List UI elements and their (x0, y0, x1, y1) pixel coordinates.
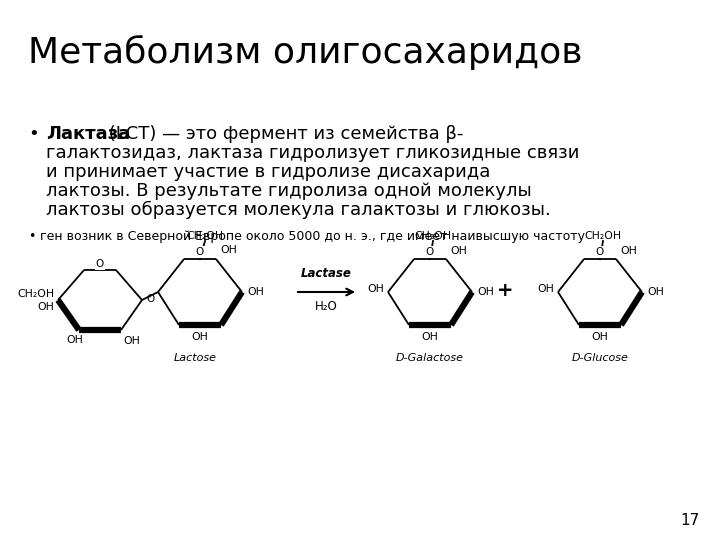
Text: •: • (28, 230, 35, 243)
Text: OH: OH (123, 336, 140, 346)
Text: галактозидаз, лактаза гидролизует гликозидные связи: галактозидаз, лактаза гидролизует гликоз… (46, 144, 580, 162)
Text: (LCT) — это фермент из семейства β-: (LCT) — это фермент из семейства β- (103, 125, 464, 143)
Text: •: • (28, 125, 39, 143)
Text: OH: OH (592, 332, 608, 342)
Text: 17: 17 (680, 513, 700, 528)
Text: O: O (96, 259, 104, 269)
Text: OH: OH (620, 246, 636, 256)
Text: OH: OH (37, 302, 54, 312)
Text: CH₂OH: CH₂OH (17, 289, 54, 299)
Text: OH: OH (422, 332, 438, 342)
Text: OH: OH (367, 284, 384, 294)
Text: O: O (426, 247, 434, 257)
Text: H₂O: H₂O (315, 300, 338, 313)
Text: Лактаза: Лактаза (46, 125, 130, 143)
Text: CH₂OH: CH₂OH (186, 231, 224, 241)
Text: лактозы. В результате гидролиза одной молекулы: лактозы. В результате гидролиза одной мо… (46, 182, 532, 200)
Text: и принимает участие в гидролизе дисахарида: и принимает участие в гидролизе дисахари… (46, 163, 490, 181)
Text: OH: OH (477, 287, 494, 297)
Text: O: O (196, 247, 204, 257)
Text: O: O (146, 294, 154, 304)
Text: OH: OH (647, 287, 664, 297)
Text: лактозы образуется молекула галактозы и глюкозы.: лактозы образуется молекула галактозы и … (46, 201, 551, 219)
Text: D-Galactose: D-Galactose (396, 353, 464, 363)
Text: Lactase: Lactase (301, 267, 352, 280)
Text: ген возник в Северной Европе около 5000 до н. э., где имеет наивысшую частоту: ген возник в Северной Европе около 5000 … (40, 230, 585, 243)
Text: OH: OH (450, 246, 467, 256)
Text: +: + (497, 280, 513, 300)
Text: Метаболизм олигосахаридов: Метаболизм олигосахаридов (28, 35, 582, 70)
Text: OH: OH (537, 284, 554, 294)
Text: O: O (596, 247, 604, 257)
Text: OH: OH (192, 332, 208, 342)
Text: D-Glucose: D-Glucose (572, 353, 629, 363)
Text: CH₂OH: CH₂OH (585, 231, 621, 241)
Text: OH: OH (66, 335, 84, 345)
Text: Lactose: Lactose (174, 353, 217, 363)
Text: OH: OH (247, 287, 264, 297)
Text: OH: OH (220, 245, 237, 255)
Text: CH₂OH: CH₂OH (415, 231, 451, 241)
